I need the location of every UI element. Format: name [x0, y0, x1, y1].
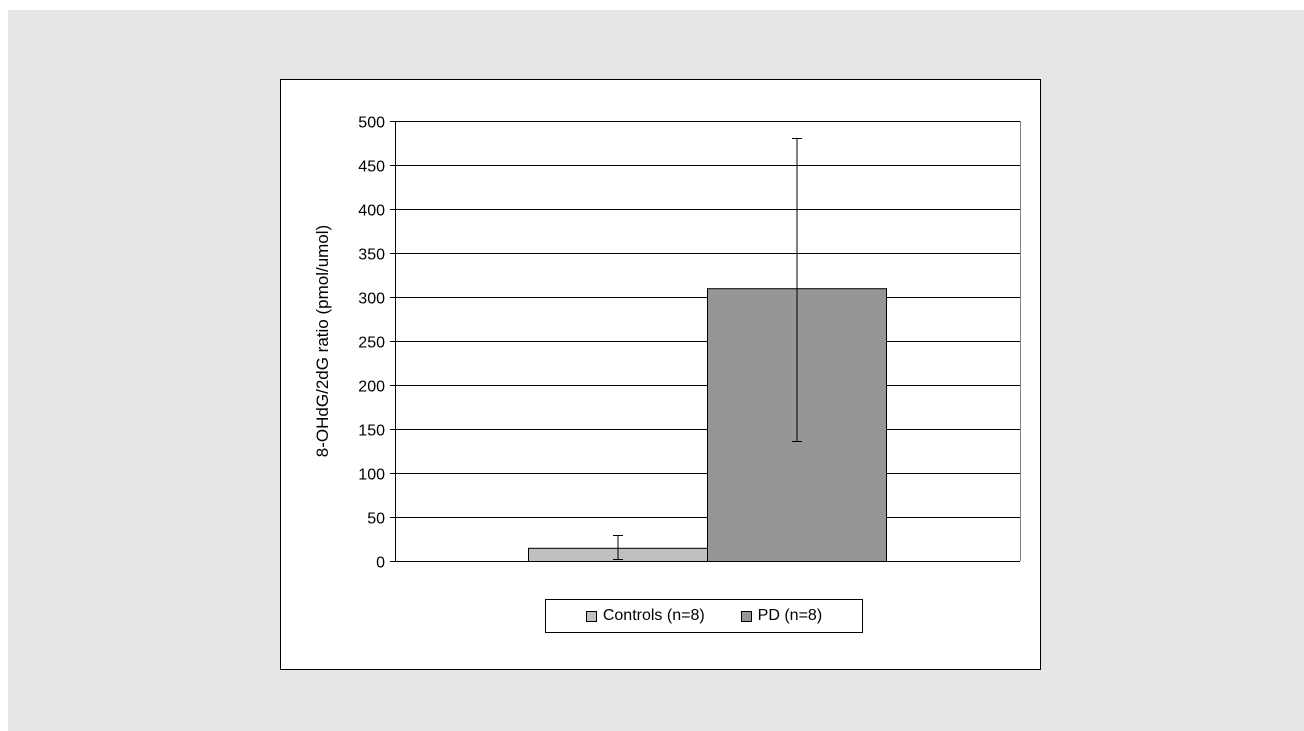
legend-label-pd: PD (n=8): [757, 607, 823, 624]
legend-swatch-controls: [585, 610, 597, 622]
bar-chart: 0 50 100 150 200 250 300 350 400 450 500 8-OHdG/2d…: [313, 115, 1021, 572]
legend-swatch-pd: [740, 610, 752, 622]
axes: [395, 121, 1021, 562]
y-tick-label: 450: [358, 159, 385, 176]
y-axis-ticks: 0 50 100 150 200 250 300 350 400 450 500: [358, 115, 395, 572]
y-tick-label: 100: [358, 467, 385, 484]
y-tick-label: 400: [358, 203, 385, 220]
y-tick-label: 200: [358, 379, 385, 396]
y-axis-title: 8-OHdG/2dG ratio (pmol/umol): [313, 225, 332, 457]
y-tick-label: 300: [358, 291, 385, 308]
legend-label-controls: Controls (n=8): [602, 607, 705, 624]
y-tick-label: 350: [358, 247, 385, 264]
y-tick-label: 500: [358, 115, 385, 132]
y-tick-label: 0: [376, 555, 385, 572]
legend-item-controls: Controls (n=8): [585, 607, 705, 625]
error-bars: [613, 137, 802, 560]
y-tick-label: 250: [358, 335, 385, 352]
y-tick-label: 150: [358, 423, 385, 440]
legend-item-pd: PD (n=8): [740, 607, 823, 625]
bars: [528, 288, 887, 562]
chart-frame: 0 50 100 150 200 250 300 350 400 450 500 8-OHdG/2d…: [280, 79, 1041, 670]
legend: Controls (n=8) PD (n=8): [545, 599, 863, 633]
y-tick-label: 50: [367, 511, 385, 528]
